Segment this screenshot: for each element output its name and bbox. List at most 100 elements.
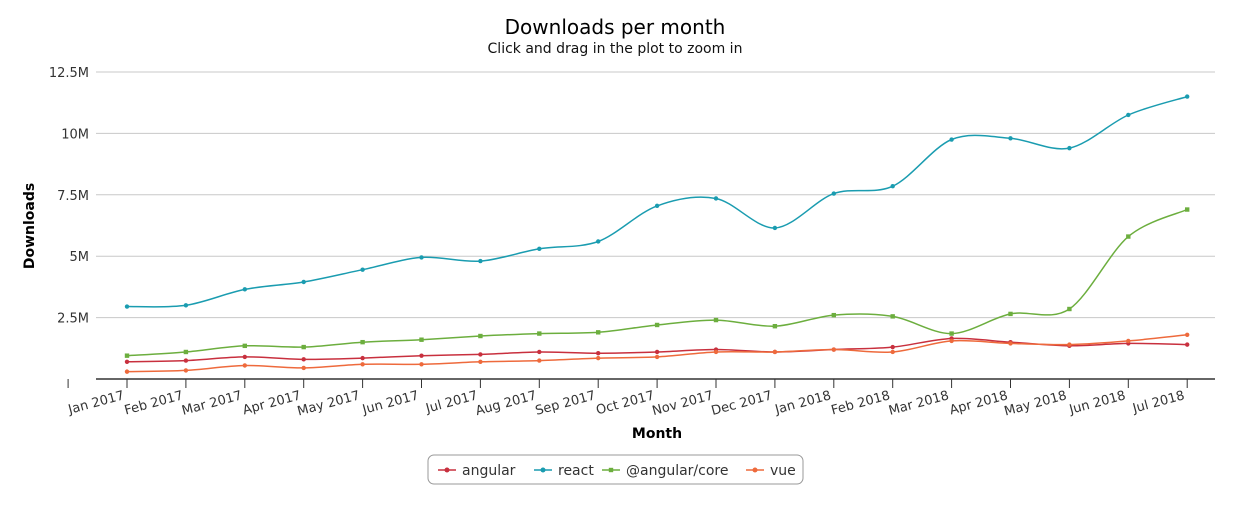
legend-label: angular [462, 463, 516, 479]
data-point[interactable] [1185, 342, 1190, 347]
chart-subtitle: Click and drag in the plot to zoom in [488, 41, 743, 57]
data-point[interactable] [713, 349, 719, 355]
data-point[interactable] [596, 355, 601, 361]
data-point[interactable] [124, 353, 130, 358]
data-point[interactable] [949, 137, 954, 142]
data-point[interactable] [242, 363, 247, 368]
data-point[interactable] [124, 369, 130, 374]
data-point[interactable] [183, 303, 189, 308]
data-point[interactable] [1067, 306, 1072, 312]
data-point[interactable] [772, 349, 778, 355]
data-point[interactable] [301, 365, 306, 371]
data-point[interactable] [654, 349, 660, 355]
legend-label: react [558, 463, 594, 479]
data-point[interactable] [360, 339, 365, 345]
data-point[interactable] [831, 347, 836, 352]
legend-item[interactable]: vue [746, 463, 796, 479]
data-point[interactable] [419, 353, 424, 358]
data-point[interactable] [831, 191, 836, 196]
data-point[interactable] [596, 330, 601, 335]
series-group[interactable] [124, 94, 1190, 374]
data-point[interactable] [713, 317, 719, 323]
x-axis-title: Month [632, 426, 682, 442]
legend-item[interactable]: react [534, 463, 594, 479]
data-point[interactable] [949, 338, 954, 344]
data-point[interactable] [419, 362, 424, 367]
legend-item[interactable]: @angular/core [602, 463, 728, 479]
y-tick-label: 2.5M [57, 312, 89, 327]
series-react[interactable] [124, 94, 1190, 309]
data-point[interactable] [419, 255, 424, 260]
data-point[interactable] [360, 355, 365, 361]
series-vue[interactable] [124, 332, 1190, 374]
data-point[interactable] [1067, 342, 1072, 347]
data-point[interactable] [183, 368, 189, 373]
legend-item[interactable]: angular [438, 463, 516, 479]
data-point[interactable] [772, 225, 778, 231]
data-point[interactable] [242, 343, 247, 349]
data-point[interactable] [1126, 338, 1131, 344]
data-point[interactable] [301, 279, 306, 285]
x-tick-label: Oct 2017 [595, 388, 657, 418]
data-point[interactable] [537, 331, 542, 336]
series-angular-core[interactable] [124, 207, 1190, 358]
series-angular[interactable] [124, 336, 1190, 365]
x-tick-label: Jan 2018 [773, 388, 833, 418]
data-point[interactable] [360, 267, 365, 272]
data-point[interactable] [890, 184, 895, 189]
data-point[interactable] [890, 349, 895, 355]
data-point[interactable] [124, 359, 130, 365]
data-point[interactable] [537, 246, 542, 252]
data-point[interactable] [537, 358, 542, 363]
y-tick-label: 10M [61, 127, 89, 142]
data-point[interactable] [713, 196, 719, 201]
y-axis-ticks: 2.5M 5M 7.5M 10M 12.5M [49, 66, 89, 327]
x-tick-label: Jun 2017 [360, 388, 420, 418]
data-point[interactable] [183, 358, 189, 363]
data-point[interactable] [1185, 332, 1190, 337]
data-point[interactable] [596, 239, 601, 244]
data-point[interactable] [1126, 234, 1131, 239]
data-point[interactable] [301, 344, 306, 350]
legend-marker-icon [752, 467, 758, 473]
data-point[interactable] [949, 331, 954, 336]
data-point[interactable] [478, 258, 483, 264]
data-point[interactable] [478, 333, 483, 339]
data-point[interactable] [301, 357, 306, 362]
series-line[interactable] [126, 95, 1188, 308]
data-point[interactable] [772, 323, 778, 329]
data-point[interactable] [890, 344, 895, 350]
data-point[interactable] [1185, 94, 1190, 99]
data-point[interactable] [654, 322, 660, 328]
data-point[interactable] [654, 203, 660, 209]
series-line[interactable] [126, 208, 1188, 357]
data-point[interactable] [1067, 145, 1072, 151]
data-point[interactable] [124, 304, 130, 309]
x-tick-label: Jul 2018 [1130, 388, 1186, 416]
data-point[interactable] [831, 312, 836, 318]
data-point[interactable] [183, 349, 189, 355]
data-point[interactable] [242, 287, 247, 292]
data-point[interactable] [654, 354, 660, 360]
x-tick-label: Aug 2017 [474, 388, 538, 419]
data-point[interactable] [478, 359, 483, 365]
data-point[interactable] [1185, 207, 1190, 212]
data-point[interactable] [1008, 311, 1013, 317]
data-point[interactable] [537, 349, 542, 355]
data-point[interactable] [890, 314, 895, 319]
data-point[interactable] [360, 362, 365, 367]
data-point[interactable] [478, 352, 483, 357]
data-point[interactable] [1008, 341, 1013, 346]
legend[interactable]: angular react @angular/core vue [438, 463, 796, 479]
data-point[interactable] [242, 354, 247, 360]
data-point[interactable] [1008, 136, 1013, 141]
data-point[interactable] [419, 337, 424, 342]
x-tick-label: Jul 2017 [423, 388, 479, 416]
data-point[interactable] [1126, 112, 1131, 118]
legend-marker-icon [444, 467, 450, 473]
x-tick-label: Apr 2018 [948, 388, 1010, 418]
data-point[interactable] [596, 351, 601, 356]
